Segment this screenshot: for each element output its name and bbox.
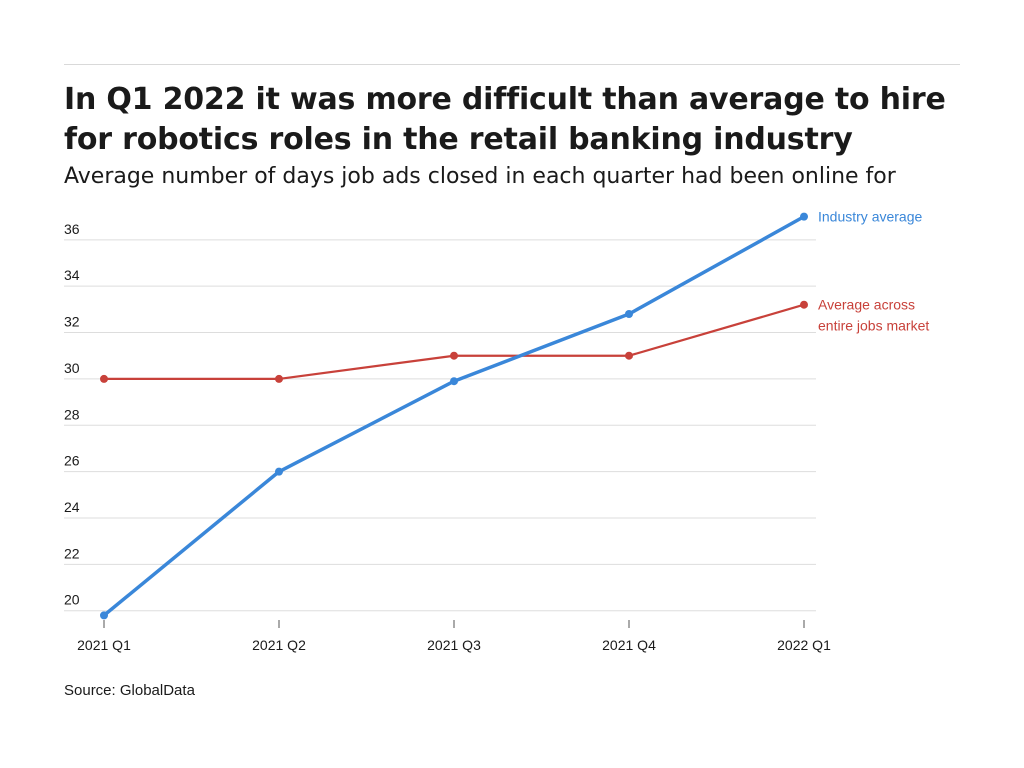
x-tick-label: 2021 Q3: [427, 637, 481, 653]
x-tick-label: 2021 Q4: [602, 637, 656, 653]
x-tick-label: 2022 Q1: [777, 637, 831, 653]
y-tick-label: 20: [64, 592, 80, 608]
chart-subtitle: Average number of days job ads closed in…: [64, 164, 896, 189]
y-tick-label: 28: [64, 406, 80, 422]
data-point: [450, 351, 458, 360]
series-line-industry-average: [102, 214, 806, 618]
data-point: [625, 351, 633, 360]
series-labels: Average across entire jobs market Industry…: [818, 209, 929, 334]
source-note: Source: GlobalData: [64, 682, 195, 699]
data-point: [625, 310, 633, 318]
series-lines: [102, 214, 806, 618]
series-label: entire jobs market: [818, 318, 929, 334]
y-tick-label: 34: [64, 267, 80, 283]
y-tick-label: 24: [64, 499, 80, 515]
y-axis-ticks: 20 22 24 26 28 30 32 34 36: [64, 221, 80, 608]
y-tick-label: 32: [64, 314, 80, 330]
chart-title: In Q1 2022 it was more difficult than av…: [64, 82, 946, 157]
series-points: [100, 212, 808, 620]
x-tick-label: 2021 Q2: [252, 637, 306, 653]
data-point: [100, 374, 108, 383]
data-point: [275, 374, 283, 383]
data-point: [800, 212, 808, 221]
data-point: [450, 377, 458, 386]
data-point: [275, 467, 283, 476]
data-point: [800, 300, 808, 309]
y-tick-label: 22: [64, 545, 80, 561]
data-point: [100, 611, 108, 620]
x-tick-label: 2021 Q1: [77, 637, 131, 653]
y-tick-label: 30: [64, 360, 80, 376]
gridlines: [64, 239, 816, 612]
series-line-jobs-market-average: [102, 303, 806, 381]
series-label: Industry average: [818, 209, 922, 225]
top-divider: [64, 64, 960, 65]
series-label: Average across: [818, 297, 915, 313]
x-axis-ticks: 2021 Q1 2021 Q2 2021 Q3 2021 Q4 2022 Q1: [77, 620, 831, 653]
y-tick-label: 26: [64, 453, 80, 469]
y-tick-label: 36: [64, 221, 80, 237]
